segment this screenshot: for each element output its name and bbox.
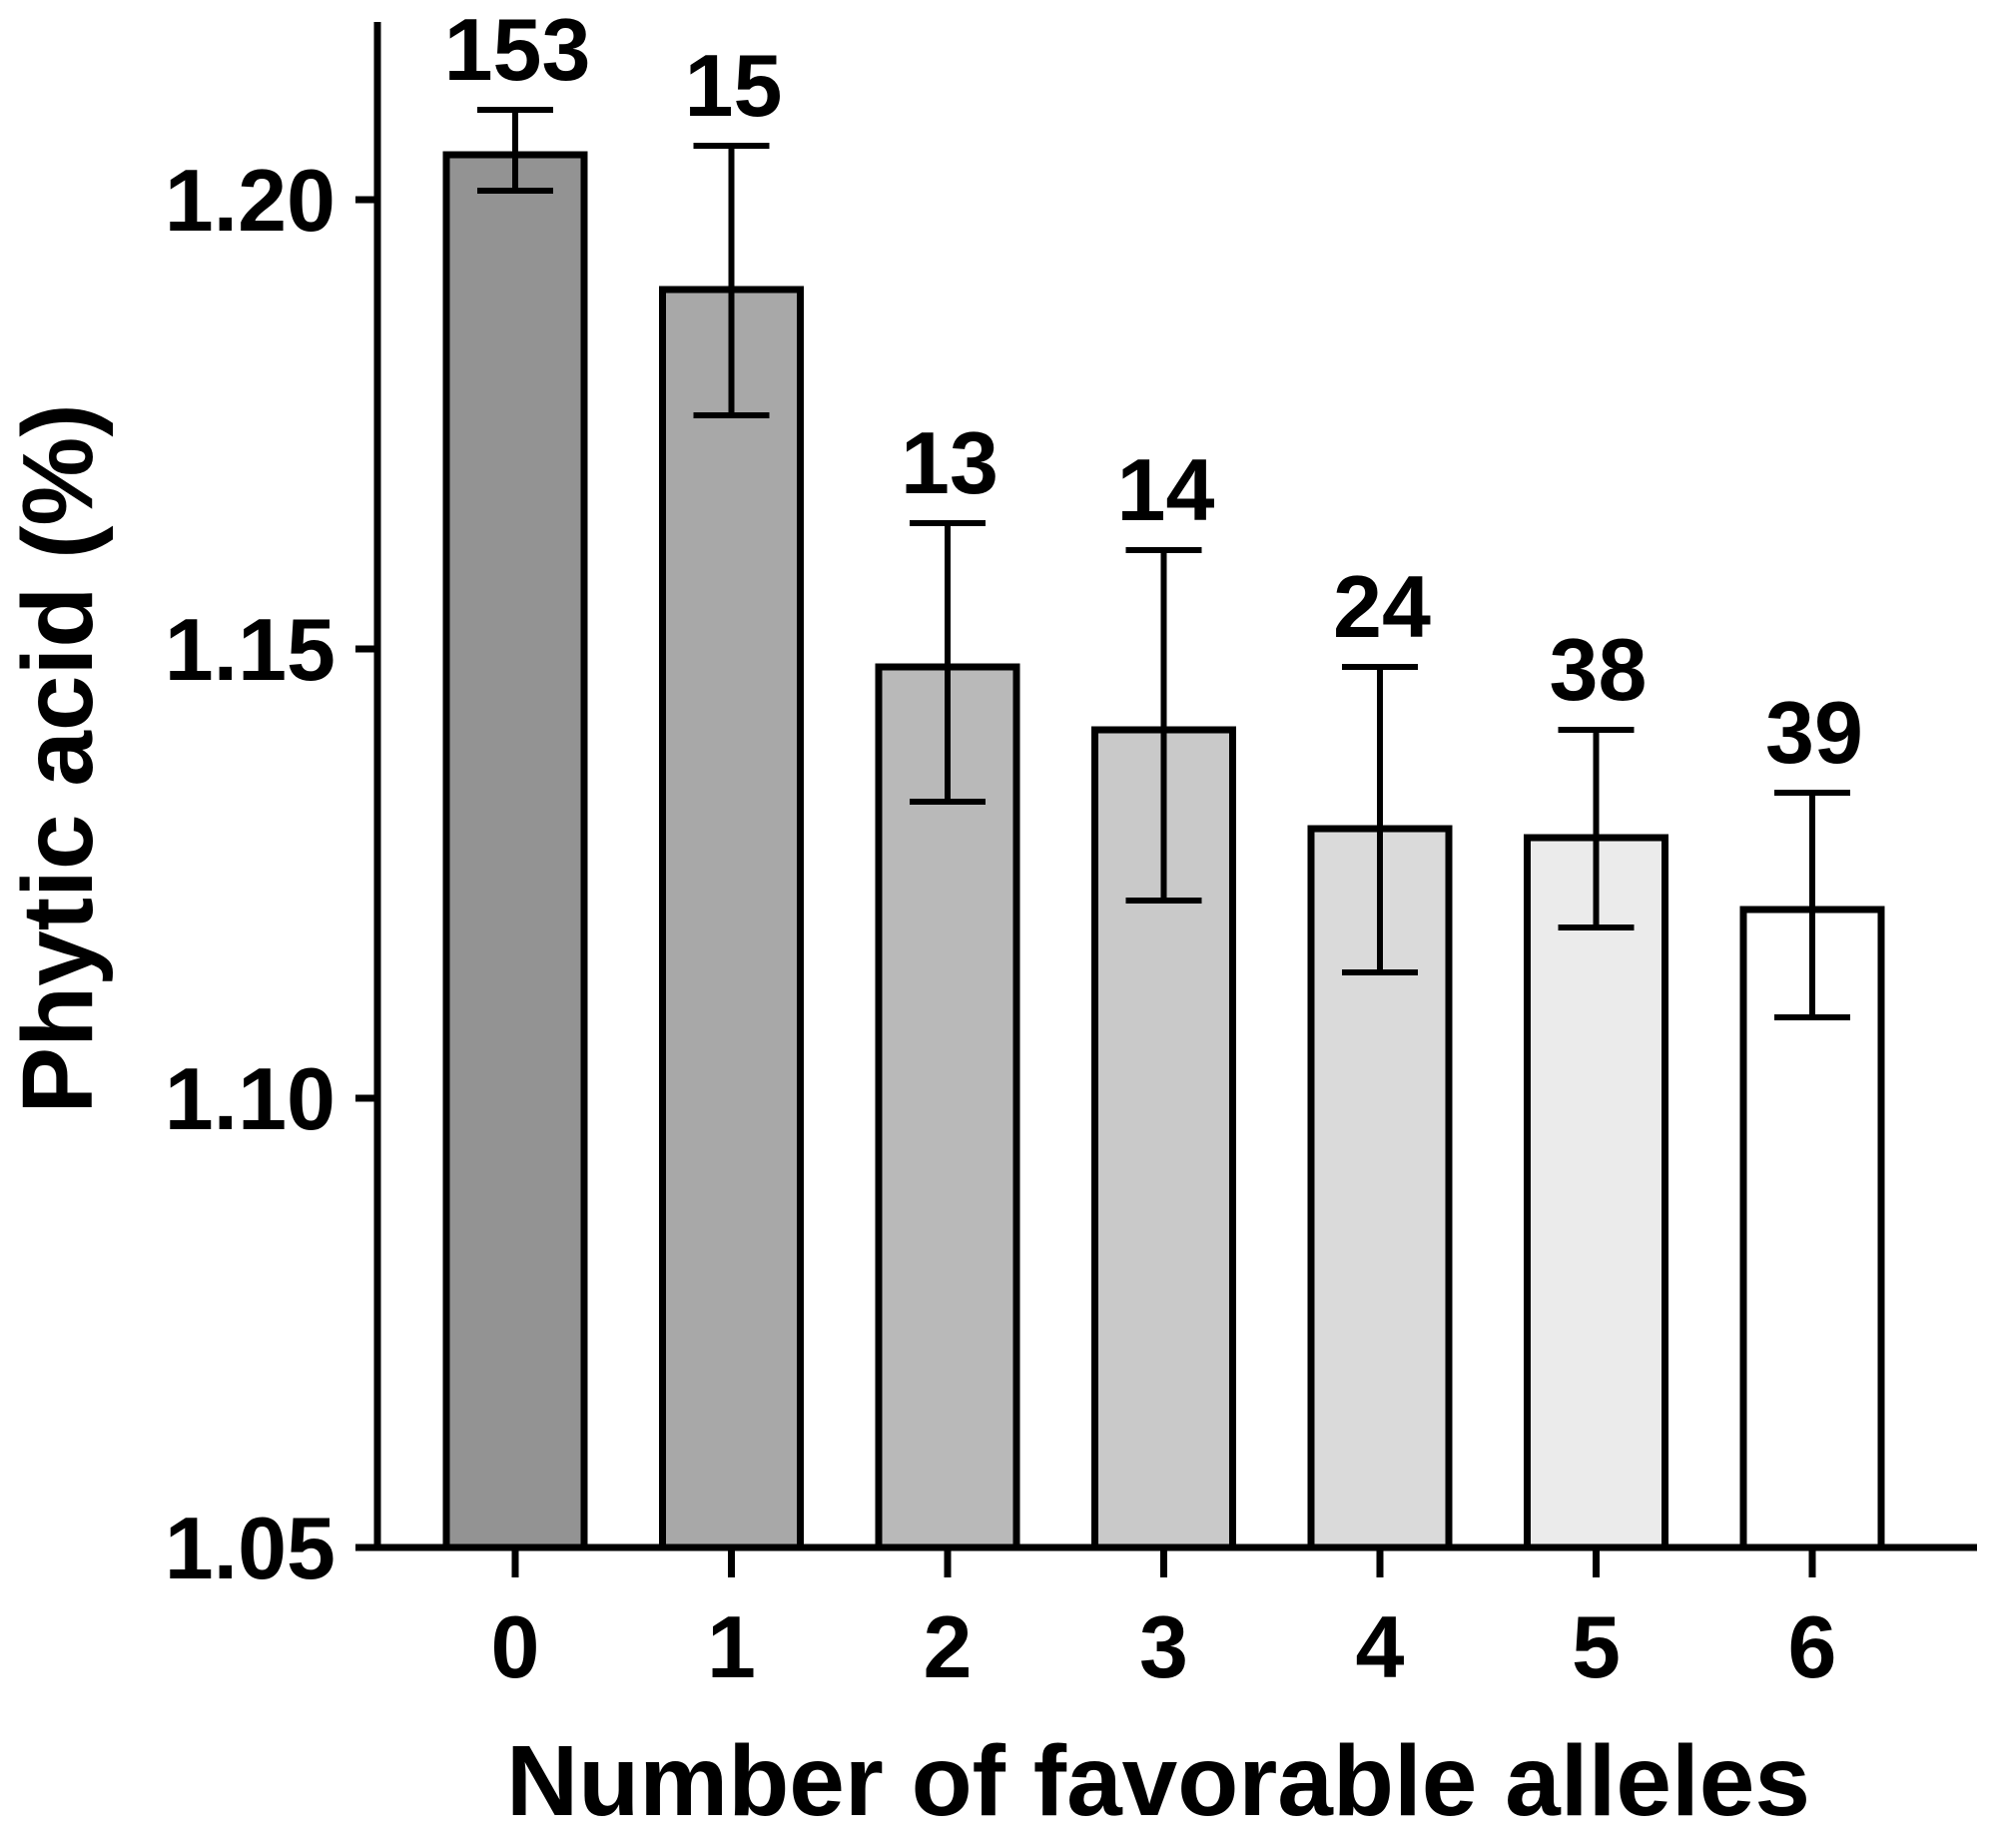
y-tick-label-1.05: 1.05 [165, 1499, 335, 1597]
x-tick-label-3: 3 [1139, 1597, 1188, 1696]
count-label-2: 13 [901, 413, 998, 512]
error-bars-layer [477, 107, 1850, 1020]
count-label-0: 153 [444, 0, 591, 99]
y-axis-title: Phytic acid (%) [2, 403, 114, 1113]
count-label-1: 15 [685, 36, 783, 135]
count-label-3: 14 [1117, 440, 1215, 539]
count-label-5: 38 [1550, 620, 1648, 719]
count-label-4: 24 [1333, 557, 1431, 656]
x-ticks-layer: 0 1 2 3 4 5 6 [491, 1547, 1837, 1696]
x-tick-label-2: 2 [924, 1597, 973, 1696]
bar-1 [659, 286, 804, 1551]
y-ticks-layer: 1.05 1.10 1.15 1.20 [165, 151, 377, 1597]
x-tick-label-6: 6 [1788, 1597, 1837, 1696]
x-tick-label-4: 4 [1356, 1597, 1405, 1696]
x-tick-label-0: 0 [491, 1597, 540, 1696]
x-tick-label-5: 5 [1572, 1597, 1621, 1696]
count-labels-layer: 153 15 13 14 24 38 39 [444, 0, 1863, 782]
bar-5 [1524, 834, 1668, 1551]
y-tick-label-1.20: 1.20 [165, 151, 335, 250]
bar-0 [442, 151, 588, 1551]
x-axis-title: Number of favorable alleles [506, 1725, 1810, 1837]
x-tick-label-1: 1 [707, 1597, 756, 1696]
count-label-6: 39 [1765, 683, 1863, 782]
bar-3 [1091, 726, 1236, 1551]
y-tick-label-1.15: 1.15 [165, 600, 335, 699]
y-tick-label-1.10: 1.10 [165, 1049, 335, 1148]
